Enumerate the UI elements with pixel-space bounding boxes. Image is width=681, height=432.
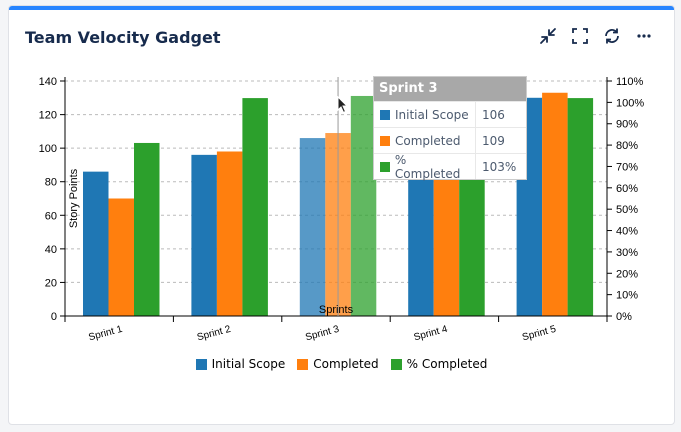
- bar-initial-scope: [299, 138, 326, 316]
- legend-swatch: [195, 358, 207, 370]
- legend-item-initial-scope[interactable]: Initial Scope: [195, 357, 286, 371]
- y-tick-label: 0: [51, 311, 57, 323]
- tooltip-value: 106: [482, 107, 505, 122]
- tooltip-label: Initial Scope: [395, 107, 469, 122]
- y2-tick-label: 110%: [616, 76, 644, 88]
- tooltip-swatch: [380, 109, 390, 120]
- legend-item-completed[interactable]: Completed: [297, 357, 379, 371]
- refresh-icon: [605, 28, 619, 44]
- y2-tick-label: 100%: [616, 97, 644, 109]
- y2-tick-label: 60%: [616, 183, 638, 195]
- gadget-card: Team Velocity Gadget 0 20 40 60 80 100 1: [8, 5, 675, 425]
- legend-swatch: [390, 358, 402, 370]
- bar-initial-scope: [83, 171, 109, 316]
- fullscreen-button[interactable]: [570, 26, 590, 46]
- tooltip-row: Completed 109: [374, 127, 526, 153]
- bar-completed: [108, 198, 134, 316]
- legend-swatch: [297, 358, 309, 370]
- accent-bar: [9, 6, 674, 10]
- y-tick-label: 140: [39, 76, 57, 88]
- y2-tick-label: 0%: [616, 311, 632, 323]
- y-tick-label: 120: [39, 110, 57, 122]
- legend-item-percent-completed[interactable]: % Completed: [390, 357, 488, 371]
- x-tick-label: Sprint 3: [304, 324, 341, 344]
- legend-label: % Completed: [406, 357, 488, 371]
- legend-label: Completed: [313, 357, 379, 371]
- bar-completed: [567, 98, 594, 316]
- x-tick-label: Sprint 1: [87, 324, 124, 344]
- tooltip-row: % Completed 103%: [374, 152, 526, 181]
- x-tick-label: Sprint 2: [196, 324, 233, 344]
- x-axis-label: Sprints: [319, 304, 354, 316]
- bar-completed: [350, 95, 377, 316]
- y2-tick-label: 20%: [616, 268, 638, 280]
- y-axis-label: Story Points: [68, 168, 80, 228]
- more-icon: [637, 34, 651, 38]
- tooltip-value: 103%: [482, 159, 517, 174]
- tooltip-label: % Completed: [394, 152, 461, 181]
- bar-completed: [242, 98, 268, 316]
- bar-initial-scope: [191, 154, 217, 316]
- y-tick-label: 60: [45, 210, 57, 222]
- gadget-toolbar: [538, 26, 654, 46]
- y2-tick-label: 50%: [616, 204, 638, 216]
- fullscreen-icon: [572, 28, 588, 44]
- y2-tick-label: 90%: [616, 119, 638, 131]
- y2-tick-label: 10%: [616, 290, 638, 302]
- x-tick-label: Sprint 5: [521, 324, 558, 344]
- y-tick-label: 100: [39, 143, 57, 155]
- collapse-button[interactable]: [538, 26, 558, 46]
- tooltip-swatch: [380, 161, 390, 172]
- chart-tooltip: Sprint 3 Initial Scope 106 Completed 109…: [373, 76, 527, 181]
- tooltip-value: 109: [482, 133, 505, 148]
- chart-legend: Initial Scope Completed % Completed: [9, 357, 674, 371]
- refresh-button[interactable]: [602, 26, 622, 46]
- collapse-icon: [540, 28, 556, 44]
- more-button[interactable]: [634, 26, 654, 46]
- tooltip-swatch: [380, 135, 390, 146]
- y2-tick-label: 30%: [616, 247, 638, 259]
- y2-tick-label: 80%: [616, 140, 638, 152]
- y2-tick-label: 70%: [616, 161, 638, 173]
- mouse-cursor-icon: [337, 96, 349, 114]
- gadget-title: Team Velocity Gadget: [25, 28, 221, 47]
- tooltip-label: Completed: [395, 133, 461, 148]
- y-tick-label: 80: [45, 177, 57, 189]
- y-tick-label: 40: [45, 244, 57, 256]
- y-tick-label: 20: [45, 277, 57, 289]
- x-tick-label: Sprint 4: [413, 324, 450, 344]
- legend-label: Initial Scope: [211, 357, 286, 371]
- bar-completed: [134, 142, 160, 316]
- bar-completed: [216, 151, 243, 316]
- tooltip-row: Initial Scope 106: [374, 101, 526, 127]
- bar-completed: [542, 92, 568, 316]
- y2-tick-label: 40%: [616, 226, 638, 238]
- tooltip-title: Sprint 3: [374, 77, 526, 101]
